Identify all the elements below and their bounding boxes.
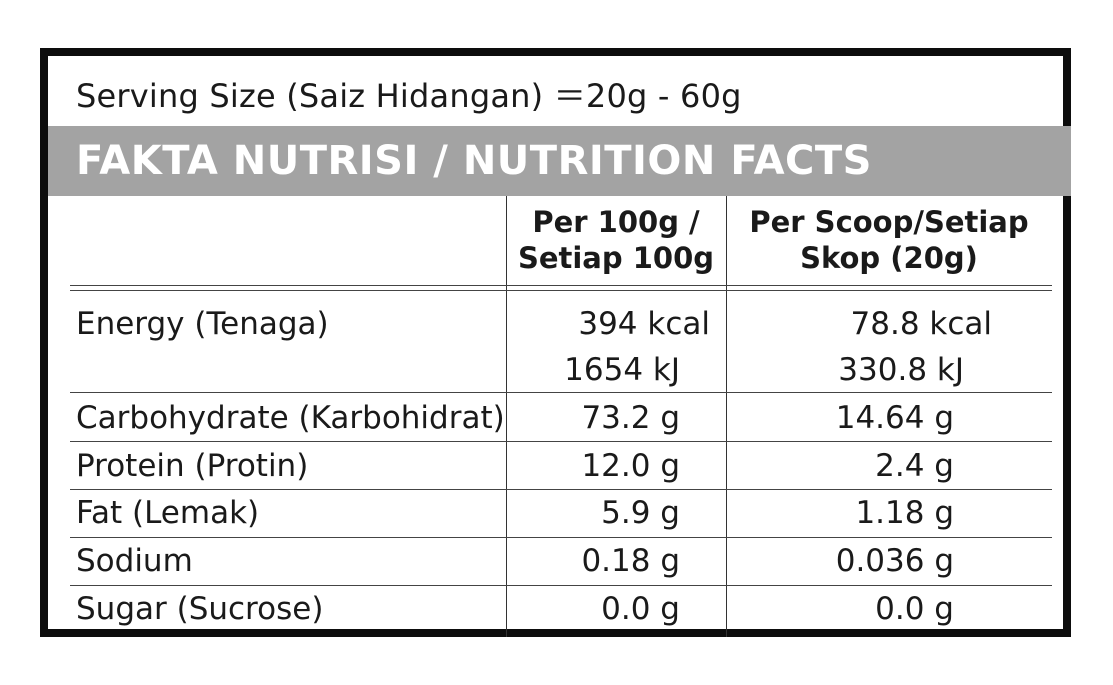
value-per-100g: 394 kcal (578, 306, 710, 342)
column-header-per-scoop-line2: Skop (20g) (800, 241, 978, 275)
nutrient-name: Energy (Tenaga) (76, 306, 329, 342)
nutrient-name: Carbohydrate (Karbohidrat) (76, 400, 505, 436)
column-divider-2 (726, 196, 727, 637)
value-per-100g: 0.0 g (601, 591, 680, 627)
title-banner: FAKTA NUTRISI / NUTRITION FACTS (48, 126, 1071, 196)
header-rule-bottom (70, 290, 1052, 291)
value-per-scoop-kj: 330.8 kJ (838, 352, 964, 388)
header-rule-top (70, 285, 1052, 286)
value-per-100g: 73.2 g (581, 400, 680, 436)
value-per-100g: 0.18 g (581, 543, 680, 579)
label-title: FAKTA NUTRISI / NUTRITION FACTS (76, 138, 872, 184)
row-divider (70, 537, 1052, 538)
value-per-scoop: 0.0 g (875, 591, 954, 627)
value-per-scoop: 14.64 g (835, 400, 954, 436)
row-divider (70, 585, 1052, 586)
nutrient-name: Fat (Lemak) (76, 495, 260, 531)
row-divider (70, 441, 1052, 442)
nutrient-name: Sodium (76, 543, 193, 579)
row-divider (70, 392, 1052, 393)
column-header-per-scoop: Per Scoop/Setiap Skop (20g) (726, 204, 1052, 284)
serving-size-value: ＝20g - 60g (553, 77, 742, 115)
column-header-per-scoop-line1: Per Scoop/Setiap (749, 205, 1029, 239)
value-per-100g: 12.0 g (581, 448, 680, 484)
value-per-scoop: 2.4 g (875, 448, 954, 484)
nutrient-name: Sugar (Sucrose) (76, 591, 324, 627)
value-per-scoop: 78.8 kcal (850, 306, 992, 342)
value-per-scoop: 0.036 g (835, 543, 954, 579)
column-header-per-100g-line2: Setiap 100g (517, 241, 715, 275)
serving-size-label: Serving Size (Saiz Hidangan) (76, 77, 544, 115)
column-header-per-100g-line1: Per 100g / (532, 205, 700, 239)
nutrition-label: Serving Size (Saiz Hidangan) ＝20g - 60g … (40, 48, 1071, 637)
value-per-scoop: 1.18 g (855, 495, 954, 531)
row-divider (70, 489, 1052, 490)
value-per-100g-kj: 1654 kJ (564, 352, 680, 388)
serving-size: Serving Size (Saiz Hidangan) ＝20g - 60g (76, 76, 742, 116)
value-per-100g: 5.9 g (601, 495, 680, 531)
nutrient-name: Protein (Protin) (76, 448, 309, 484)
column-divider-1 (506, 196, 507, 637)
column-header-per-100g: Per 100g / Setiap 100g (506, 204, 726, 284)
